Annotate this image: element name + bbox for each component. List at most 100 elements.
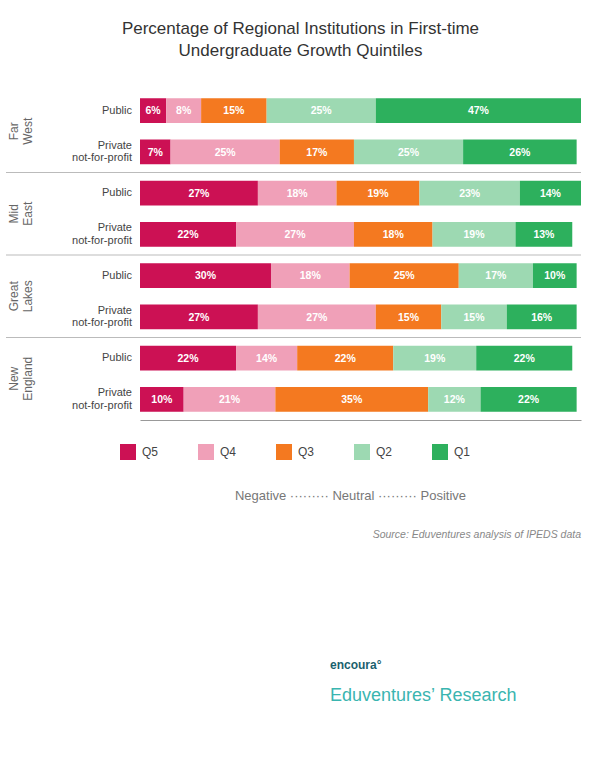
tick-label: Public — [102, 186, 132, 198]
data-label: 27% — [188, 187, 210, 199]
bar-segment — [428, 387, 480, 412]
bar-segment — [336, 181, 419, 206]
text-line: not-for-profit — [72, 234, 132, 246]
data-label: 22% — [178, 228, 200, 240]
data-label: 18% — [287, 187, 309, 199]
legend-item: Q2 — [354, 444, 392, 460]
bar-segment — [280, 140, 354, 165]
tick: Public — [102, 269, 132, 281]
bar-segment — [520, 181, 581, 206]
legend-label: Q2 — [376, 445, 392, 459]
text-line: not-for-profit — [72, 399, 132, 411]
data-label: 25% — [398, 146, 420, 158]
text-line: Far — [7, 122, 21, 140]
tick: Public — [102, 351, 132, 363]
text-line: not-for-profit — [72, 316, 132, 328]
data-label: 47% — [468, 104, 490, 116]
tick-label: Privatenot-for-profit — [72, 221, 132, 246]
tick-label: Public — [102, 104, 132, 116]
text-line: Lakes — [21, 280, 35, 312]
text-line: Public — [102, 104, 132, 116]
bar-segment — [354, 140, 463, 165]
bar-segment — [236, 346, 297, 371]
data-label: 22% — [518, 393, 540, 405]
x-axis — [141, 420, 582, 421]
data-label: 19% — [424, 352, 446, 364]
data-label: 10% — [151, 393, 173, 405]
data-label: 8% — [176, 104, 192, 116]
data-label: 15% — [223, 104, 245, 116]
bar-segment — [516, 222, 573, 247]
bar-segment — [184, 387, 276, 412]
bar-segment — [140, 263, 271, 288]
bar-segment — [236, 222, 354, 247]
tick: Public — [102, 104, 132, 116]
legend-item: Q1 — [432, 444, 470, 460]
data-label: 17% — [306, 146, 328, 158]
annotation: Negative ········· Neutral ········· Pos… — [235, 488, 466, 503]
bar-segment — [481, 387, 577, 412]
tick-label: Public — [102, 269, 132, 281]
tick-label: Privatenot-for-profit — [72, 303, 132, 328]
data-label: 22% — [178, 352, 200, 364]
legend-swatch — [354, 444, 370, 460]
tick: Privatenot-for-profit — [72, 138, 132, 163]
data-label: 16% — [531, 311, 553, 323]
text-line: Private — [98, 303, 132, 315]
bar-segment — [275, 387, 428, 412]
bar-segment — [140, 181, 258, 206]
legend-swatch — [198, 444, 214, 460]
bar-segment — [463, 140, 577, 165]
data-label: 14% — [256, 352, 278, 364]
data-label: 19% — [367, 187, 389, 199]
bar-segment — [376, 305, 441, 330]
bar-segment — [258, 305, 376, 330]
group-divider — [6, 337, 581, 338]
legend-swatch — [432, 444, 448, 460]
text-line: Public — [102, 186, 132, 198]
text-line: Private — [98, 221, 132, 233]
text-line: Private — [98, 138, 132, 150]
region-groups: FarWestMidEastGreatLakesNewEngland — [6, 117, 581, 401]
tick-label: Privatenot-for-profit — [72, 386, 132, 411]
text-line: Undergraduate Growth Quintiles — [179, 41, 423, 60]
bar-segment — [419, 181, 519, 206]
source-note: Source: Eduventures analysis of IPEDS da… — [373, 528, 582, 540]
data-label: 17% — [485, 269, 507, 281]
legend-label: Q3 — [298, 445, 314, 459]
text-line: East — [21, 201, 35, 226]
bar-segment — [354, 222, 433, 247]
data-label: 30% — [195, 269, 217, 281]
bar-segment — [267, 98, 376, 123]
data-label: 25% — [215, 146, 237, 158]
legend-swatch — [276, 444, 292, 460]
title: Percentage of Regional Institutions in F… — [122, 19, 479, 60]
data-label: 35% — [341, 393, 363, 405]
bar-segment — [476, 346, 572, 371]
bar-segment — [201, 98, 266, 123]
chart: Percentage of Regional Institutions in F… — [0, 0, 601, 759]
bar-segment — [140, 346, 236, 371]
region-label: GreatLakes — [7, 280, 35, 312]
data-label: 13% — [533, 228, 555, 240]
text-line: New — [7, 366, 21, 390]
legend-label: Q4 — [220, 445, 236, 459]
legend-swatch — [120, 444, 136, 460]
data-label: 21% — [219, 393, 241, 405]
y-axis: PublicPrivatenot-for-profitPublicPrivate… — [72, 104, 132, 411]
tick: Privatenot-for-profit — [72, 303, 132, 328]
legend: Q5Q4Q3Q2Q1 — [120, 444, 470, 460]
data-label: 26% — [509, 146, 531, 158]
tick: Public — [102, 186, 132, 198]
bar-segment — [258, 181, 337, 206]
data-label: 25% — [311, 104, 333, 116]
data-label: 15% — [398, 311, 420, 323]
data-label: 23% — [459, 187, 481, 199]
text-line: Great — [7, 281, 21, 312]
text-line: England — [21, 357, 35, 401]
legend-item: Q4 — [198, 444, 236, 460]
data-label: 14% — [540, 187, 562, 199]
text-line: West — [21, 117, 35, 145]
tick: Privatenot-for-profit — [72, 386, 132, 411]
bar-segment — [271, 263, 350, 288]
